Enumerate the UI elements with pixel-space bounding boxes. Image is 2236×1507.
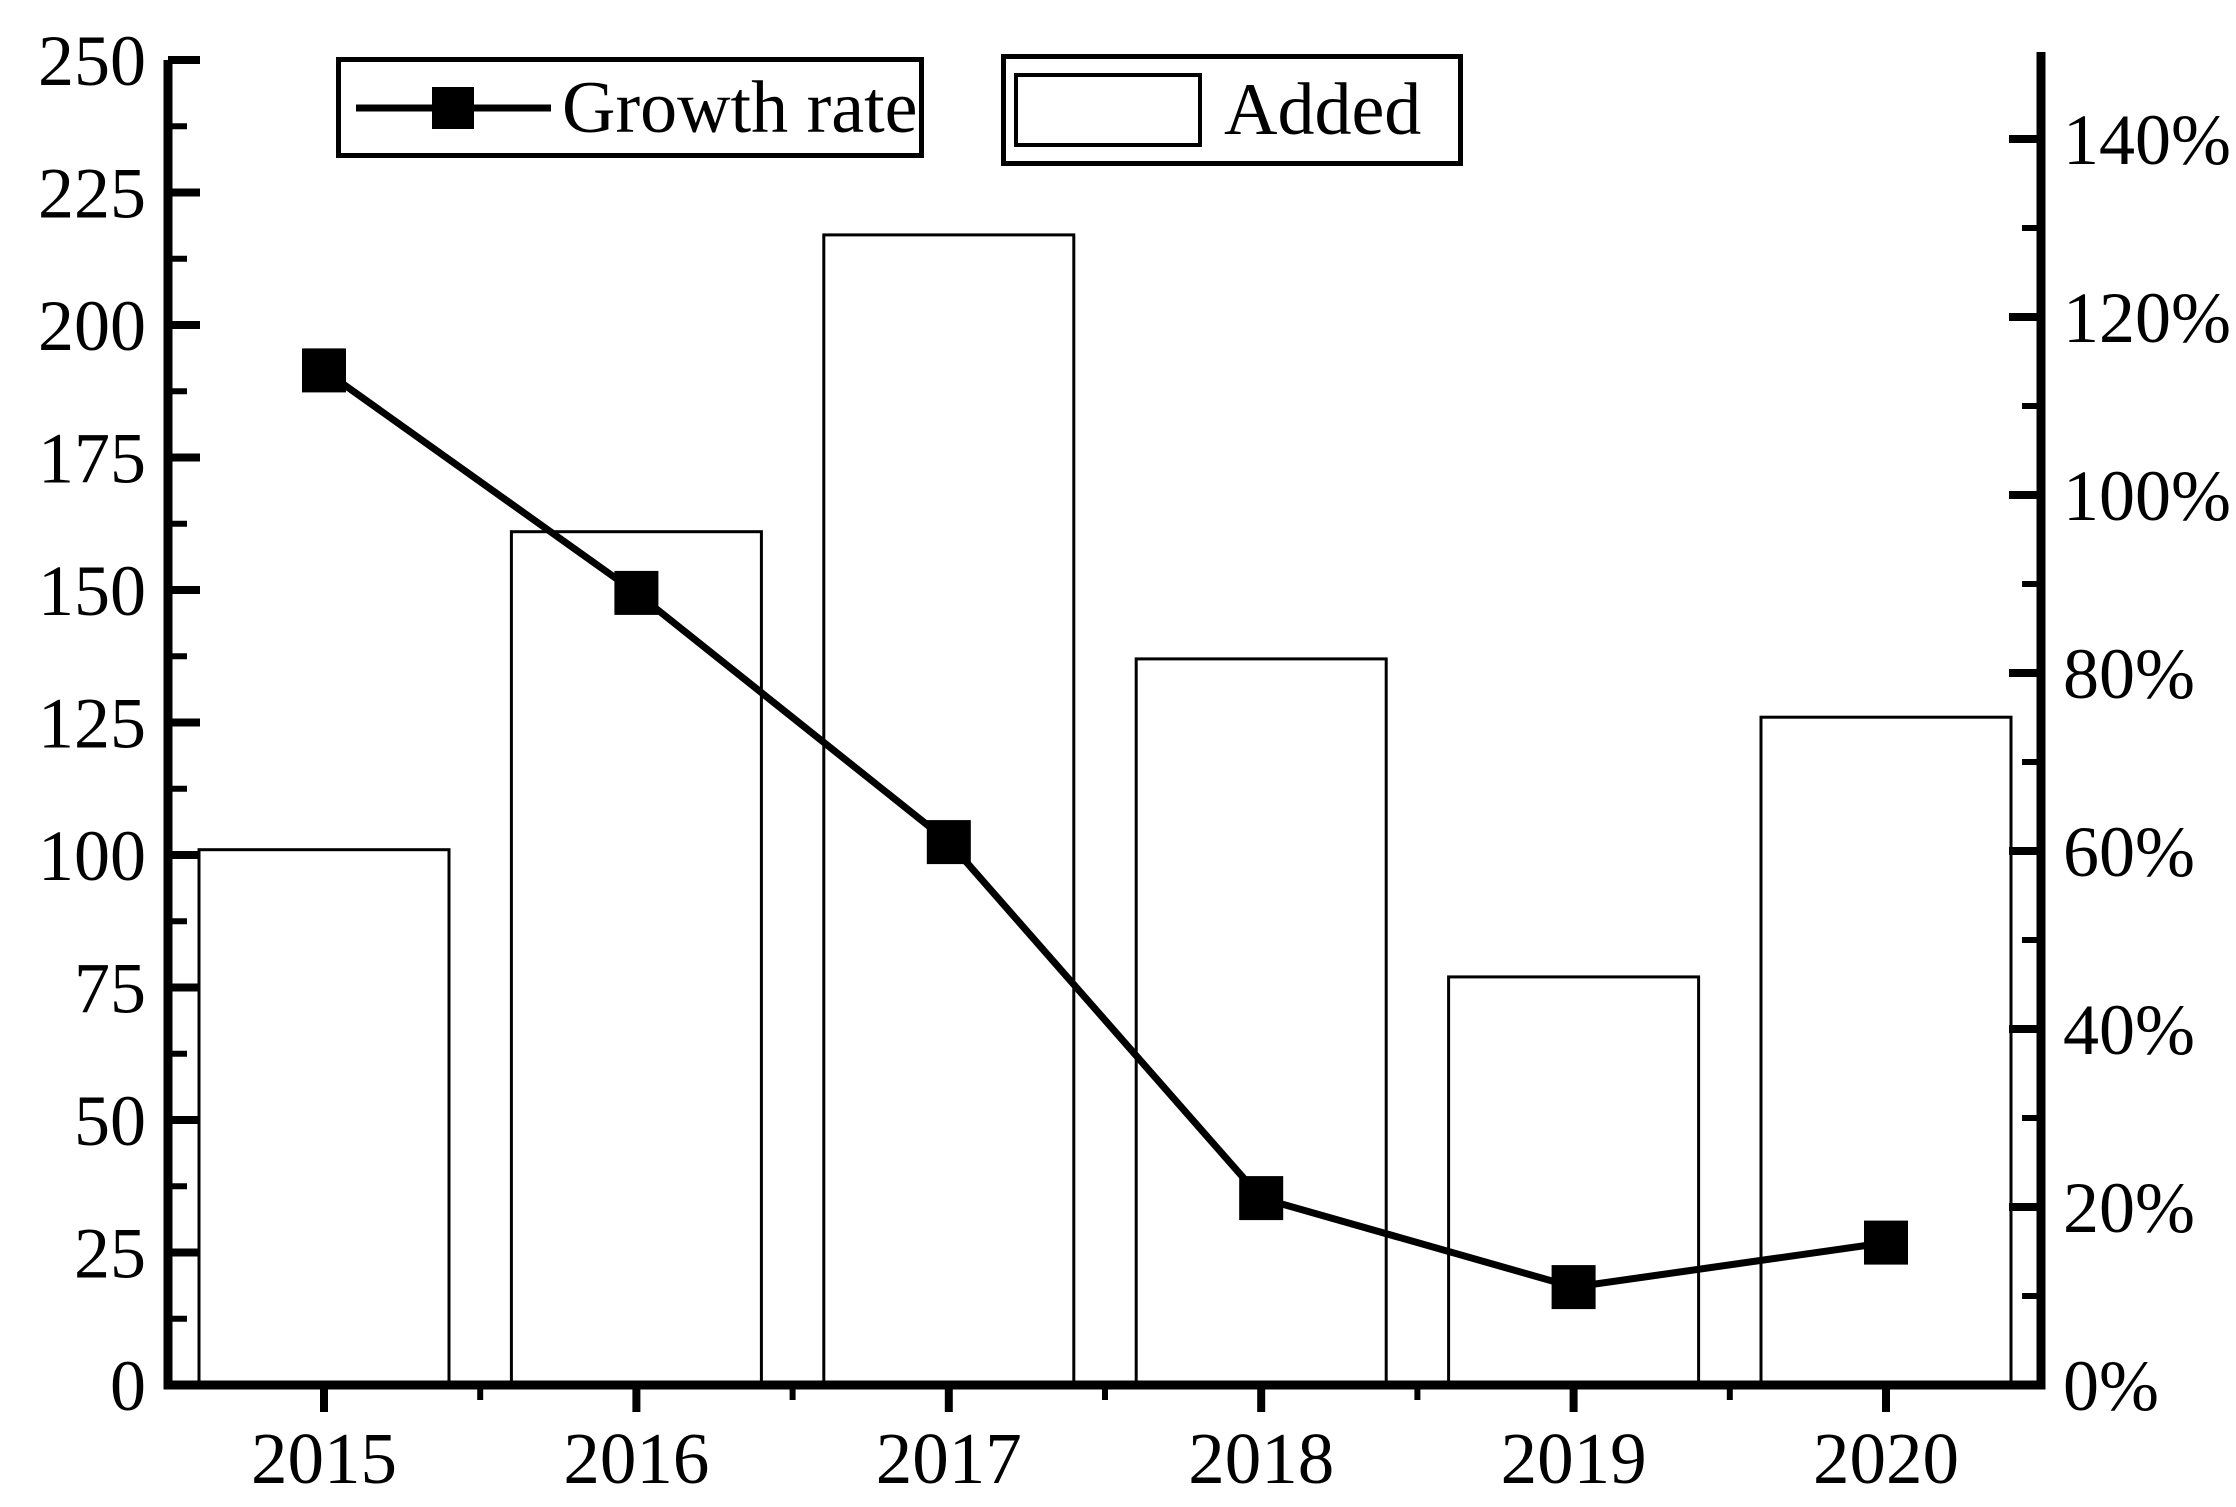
x-axis-tick-label: 2018: [1188, 1418, 1334, 1499]
growth-rate-marker-2019: [1551, 1265, 1596, 1310]
growth-rate-marker-2015: [302, 348, 346, 393]
left-axis-tick-label: 125: [38, 684, 146, 764]
growth-rate-legend-marker-icon: [356, 86, 551, 129]
x-axis-tick-label: 2019: [1501, 1418, 1647, 1499]
legend-added: Added: [1001, 54, 1463, 166]
x-axis-tick-label: 2015: [251, 1418, 397, 1499]
added-bar-2015: [197, 848, 451, 1387]
left-axis-tick-label: 175: [38, 419, 146, 499]
right-axis-tick-label: 0%: [2063, 1346, 2159, 1426]
added-bar-2019: [1447, 975, 1701, 1387]
right-axis-tick-label: 20%: [2063, 1168, 2195, 1248]
added-legend-swatch-icon: [1014, 73, 1202, 147]
growth-rate-marker-2020: [1864, 1220, 1908, 1265]
left-axis-tick-label: 225: [38, 154, 146, 234]
x-axis-tick-label: 2020: [1813, 1418, 1959, 1499]
left-axis-tick-label: 25: [74, 1214, 146, 1294]
legend-growth-rate: Growth rate: [336, 57, 924, 158]
right-axis-tick-label: 120%: [2063, 278, 2231, 358]
left-axis-tick-label: 50: [74, 1081, 146, 1161]
left-axis-tick-label: 100: [38, 816, 146, 896]
legend-square-marker-icon: [432, 86, 474, 129]
right-axis-tick-label: 60%: [2063, 812, 2195, 892]
right-axis-tick-label: 140%: [2063, 100, 2231, 180]
left-axis-tick-label: 250: [38, 21, 146, 101]
right-axis-tick-label: 80%: [2063, 634, 2195, 714]
growth-rate-line: [321, 367, 1887, 1291]
added-bar-2020: [1759, 715, 2013, 1387]
x-axis-tick-label: 2017: [876, 1418, 1022, 1499]
legend-label-added: Added: [1224, 69, 1422, 151]
growth-rate-marker-2017: [926, 820, 971, 865]
left-axis-tick-label: 200: [38, 286, 146, 366]
left-axis-tick-label: 75: [74, 949, 146, 1029]
growth-rate-marker-2016: [614, 570, 659, 615]
left-axis-tick-label: 0: [110, 1346, 146, 1426]
added-bar-2017: [822, 233, 1076, 1387]
right-axis-tick-label: 100%: [2063, 456, 2231, 536]
added-bar-2016: [509, 530, 763, 1387]
added-bar-2018: [1134, 657, 1388, 1387]
x-axis-tick-label: 2016: [563, 1418, 709, 1499]
legend-label-growth-rate: Growth rate: [562, 66, 918, 149]
right-axis-tick-label: 40%: [2063, 990, 2195, 1070]
growth-rate-marker-2018: [1239, 1176, 1284, 1221]
left-axis-tick-label: 150: [38, 551, 146, 631]
